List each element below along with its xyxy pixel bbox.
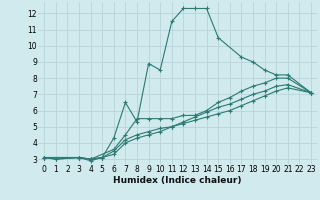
X-axis label: Humidex (Indice chaleur): Humidex (Indice chaleur) (113, 176, 242, 185)
